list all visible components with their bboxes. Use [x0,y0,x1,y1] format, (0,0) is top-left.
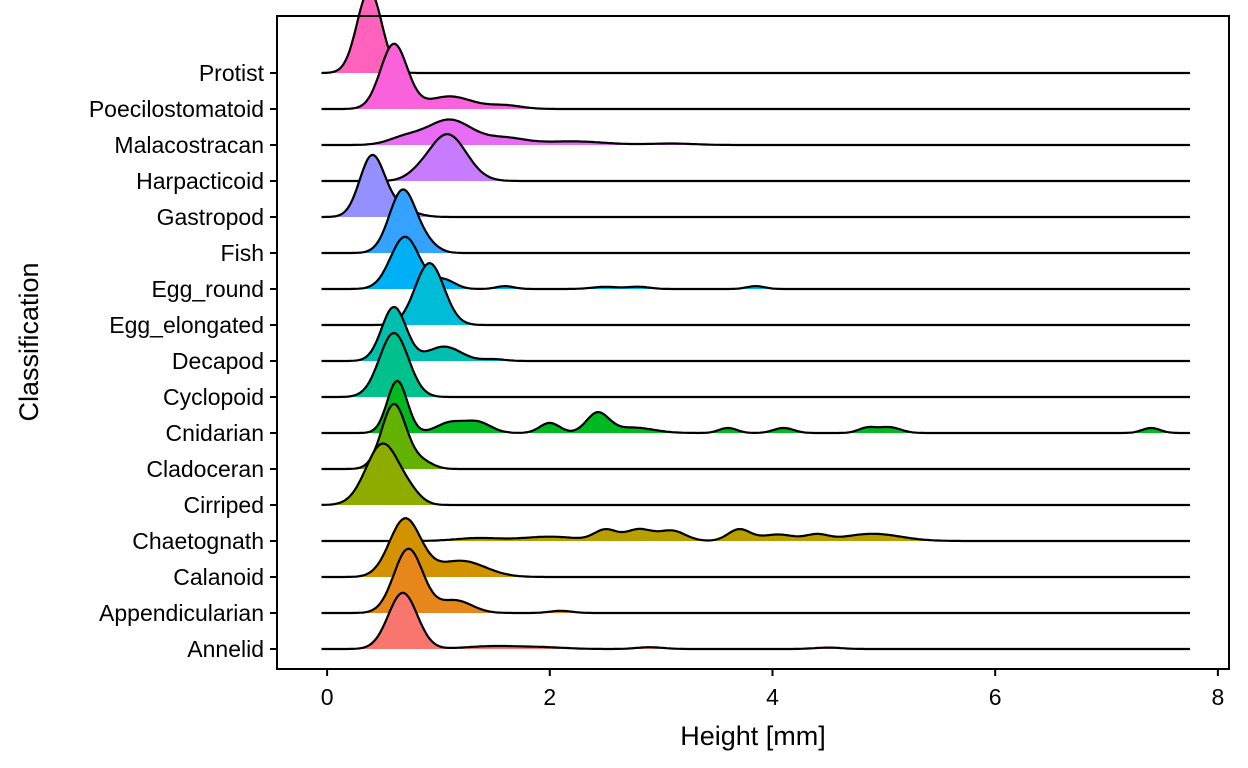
ridge-fill [321,404,1190,469]
y-tick-label: Egg_round [151,276,264,302]
ridge-outline [321,591,1190,651]
ridge-outline [321,547,1190,615]
ridge-outline [321,153,1190,219]
y-axis: Annelid Appendicularian Calanoid Chaetognat… [89,60,277,662]
y-tick-label: Gastropod [157,204,264,230]
y-tick-label: Calanoid [173,564,264,590]
ridge-fill [321,333,1190,397]
ridge-fill [321,189,1190,253]
x-tick-label: 0 [321,684,334,710]
y-tick-label: Annelid [187,636,264,662]
x-tick-label: 6 [989,684,1002,710]
ridge-fill [321,43,1190,109]
ridge-outline [321,517,1190,579]
y-tick-label: Malacostracan [114,132,264,158]
plot-panel-border [276,15,1230,670]
y-tick-label: Chaetognath [132,528,264,554]
ridge-fill [321,548,1190,613]
ridge-cnidarian [321,379,1190,435]
ridges-layer [321,0,1190,651]
ridge-outline [321,42,1190,111]
ridge-outline [321,442,1190,507]
ridge-outline [321,0,1190,75]
ridge-harpacticoid [321,133,1190,183]
ridge-outline [321,188,1190,255]
ridge-fill [321,380,1190,433]
x-tick-label: 4 [766,684,779,710]
ridge-egg-elongated [321,262,1190,327]
ridge-calanoid [321,517,1190,579]
ridge-outline [321,305,1190,363]
y-tick-label: Fish [221,240,264,266]
y-tick-label: Poecilostomatoid [89,96,264,122]
y-tick-label: Decapod [172,348,264,374]
ridge-cirriped [321,442,1190,507]
ridge-fill [321,443,1190,505]
ridge-protist [321,0,1190,75]
ridge-outline [321,402,1190,471]
y-tick-label: Harpacticoid [136,168,264,194]
y-tick-label: Cyclopoid [163,384,264,410]
y-tick-label: Cladoceran [146,456,264,482]
y-tick-label: Cirriped [183,492,264,518]
ridge-fill [321,119,1190,145]
y-tick-label: Protist [199,60,265,86]
ridge-outline [321,133,1190,183]
x-axis-title: Height [mm] [680,721,826,751]
ridge-fill [321,0,1190,73]
y-tick-label: Appendicularian [99,600,264,626]
ridge-outline [321,331,1190,399]
ridge-malacostracan [321,118,1190,147]
ridge-fill [321,236,1190,289]
ridge-outline [321,262,1190,327]
ridge-poecilostomatoid [321,42,1190,111]
ridge-cladoceran [321,402,1190,471]
ridge-fish [321,188,1190,255]
ridge-fill [321,263,1190,325]
ridge-appendicularian [321,547,1190,615]
y-axis-title: Classification [14,262,44,421]
y-tick-label: Cnidarian [166,420,264,446]
ridge-annelid [321,591,1190,651]
x-tick-label: 2 [543,684,556,710]
ridge-fill [321,134,1190,181]
ridge-cyclopoid [321,331,1190,399]
ridge-outline [321,379,1190,435]
ridge-outline [321,527,1190,543]
x-tick-label: 8 [1211,684,1224,710]
ridge-outline [321,235,1190,291]
ridge-egg-round [321,235,1190,291]
ridge-fill [321,518,1190,577]
ridge-outline [321,118,1190,147]
x-axis: 0 2 4 6 8 [321,669,1224,710]
ridge-chaetognath [321,527,1190,543]
y-tick-label: Egg_elongated [109,312,264,338]
